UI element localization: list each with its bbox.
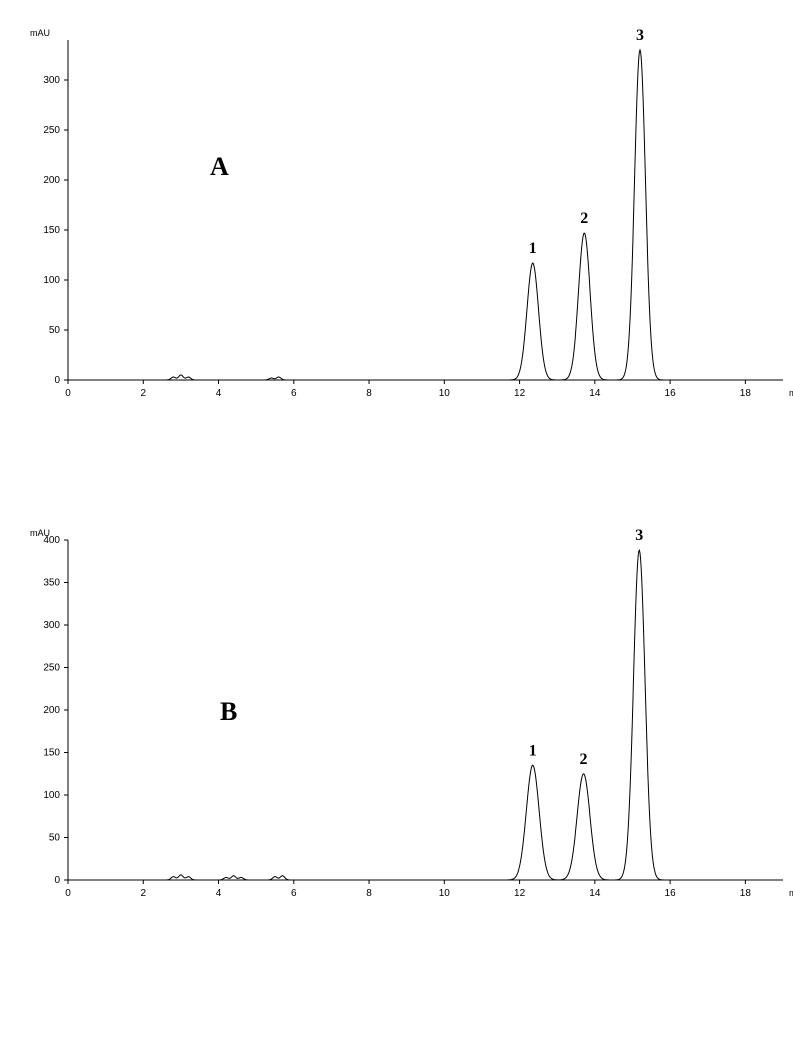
- x-tick-label: 6: [291, 888, 297, 899]
- peak-label-2: 2: [580, 751, 588, 768]
- y-tick-label: 200: [43, 175, 60, 186]
- y-tick-label: 250: [43, 125, 60, 136]
- y-unit-label: mAU: [30, 528, 50, 538]
- x-unit-label: min: [789, 888, 793, 898]
- x-tick-label: 16: [665, 888, 677, 899]
- x-tick-label: 10: [439, 888, 451, 899]
- x-tick-label: 2: [140, 888, 146, 899]
- x-tick-label: 18: [740, 888, 752, 899]
- panel-label-a: A: [210, 152, 229, 181]
- y-tick-label: 150: [43, 225, 60, 236]
- x-tick-label: 4: [216, 388, 222, 399]
- x-tick-label: 8: [366, 888, 372, 899]
- y-tick-label: 350: [43, 578, 60, 589]
- x-tick-label: 16: [665, 388, 677, 399]
- x-tick-label: 2: [140, 388, 146, 399]
- chromatogram-panel-a: 050100150200250300024681012141618mAUmin1…: [20, 20, 793, 420]
- peak-label-3: 3: [635, 527, 643, 544]
- y-tick-label: 50: [49, 833, 61, 844]
- x-tick-label: 14: [589, 388, 601, 399]
- panel-label-b: B: [220, 697, 237, 726]
- x-tick-label: 12: [514, 888, 526, 899]
- peak-label-2: 2: [580, 210, 588, 227]
- x-tick-label: 18: [740, 388, 752, 399]
- x-tick-label: 10: [439, 388, 451, 399]
- x-unit-label: min: [789, 388, 793, 398]
- y-tick-label: 300: [43, 75, 60, 86]
- x-tick-label: 0: [65, 388, 71, 399]
- y-tick-label: 250: [43, 663, 60, 674]
- y-unit-label: mAU: [30, 28, 50, 38]
- peak-label-1: 1: [529, 742, 537, 759]
- peak-label-3: 3: [636, 27, 644, 44]
- y-tick-label: 300: [43, 620, 60, 631]
- y-tick-label: 0: [54, 875, 60, 886]
- x-tick-label: 14: [589, 888, 601, 899]
- peak-label-1: 1: [529, 240, 537, 257]
- x-tick-label: 4: [216, 888, 222, 899]
- y-tick-label: 0: [54, 375, 60, 386]
- x-tick-label: 6: [291, 388, 297, 399]
- chromatogram-panel-b: 050100150200250300350400024681012141618m…: [20, 520, 793, 920]
- y-tick-label: 100: [43, 790, 60, 801]
- chromatogram-figure: 050100150200250300024681012141618mAUmin1…: [20, 20, 773, 920]
- x-tick-label: 12: [514, 388, 526, 399]
- y-tick-label: 150: [43, 748, 60, 759]
- y-tick-label: 100: [43, 275, 60, 286]
- y-tick-label: 50: [49, 325, 61, 336]
- x-tick-label: 8: [366, 388, 372, 399]
- x-tick-label: 0: [65, 888, 71, 899]
- y-tick-label: 200: [43, 705, 60, 716]
